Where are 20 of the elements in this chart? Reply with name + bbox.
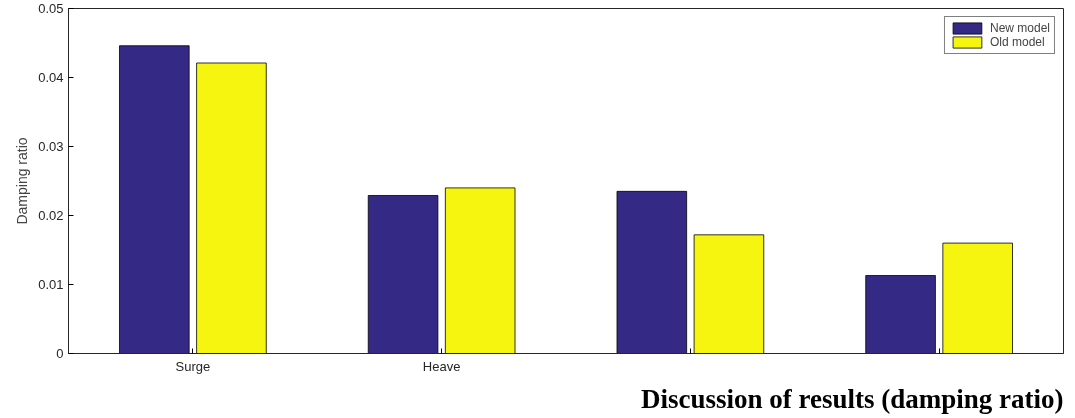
bar (942, 242, 1013, 354)
bar (865, 275, 936, 354)
y-tick-label: 0.04 (38, 70, 64, 85)
x-tick-label: Surge (175, 358, 211, 374)
y-tick-label: 0 (56, 346, 64, 361)
bar (616, 190, 688, 354)
bar (119, 45, 190, 354)
y-tick-label: 0.01 (38, 277, 64, 292)
bar (693, 234, 765, 354)
legend-label: New model (989, 21, 1050, 35)
bar (367, 195, 439, 354)
y-axis-title: Damping ratio (14, 137, 31, 225)
y-tick-label: 0.05 (38, 1, 64, 16)
text: Discussion of results (damping ratio) (640, 383, 1064, 414)
y-tick-label: 0.02 (38, 208, 64, 223)
x-tick-label: Heave (422, 358, 461, 374)
bar (196, 62, 267, 354)
bar (444, 187, 516, 354)
y-tick-label: 0.03 (38, 139, 64, 154)
legend-label: Old model (989, 35, 1045, 49)
